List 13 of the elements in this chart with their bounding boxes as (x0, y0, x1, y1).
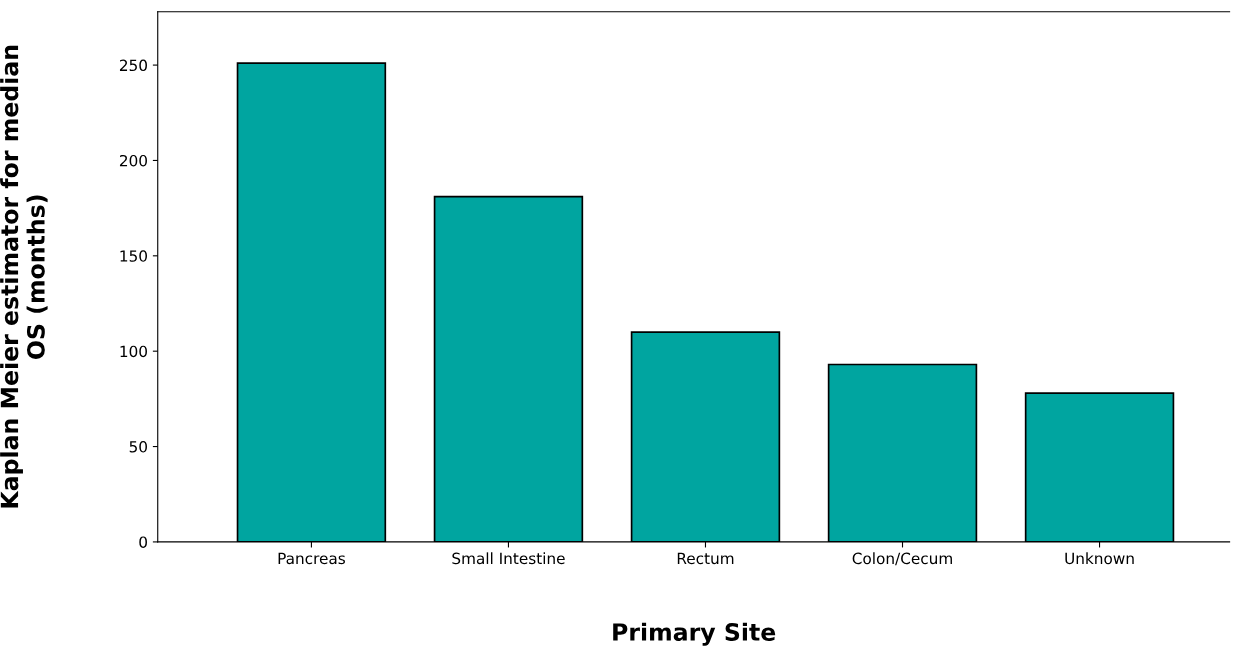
x-tick-label: Unknown (1065, 552, 1134, 565)
y-tick-label: 0 (139, 536, 147, 548)
y-tick-label: 250 (119, 59, 147, 72)
y-tick-label: 50 (129, 441, 147, 453)
x-tick-label: Colon/Cecum (852, 552, 952, 566)
y-tick-label: 200 (119, 154, 147, 167)
x-tick-label: Rectum (677, 552, 734, 565)
y-tick-label: 100 (120, 345, 147, 358)
x-axis-title: Primary Site (613, 622, 776, 646)
x-tick-label: Small Intestine (452, 552, 565, 565)
y-axis-title: Kaplan Meier estimator for median OS (months) (0, 45, 48, 508)
x-tick-label: Pancreas (278, 552, 345, 565)
y-tick-label: 150 (120, 250, 147, 262)
